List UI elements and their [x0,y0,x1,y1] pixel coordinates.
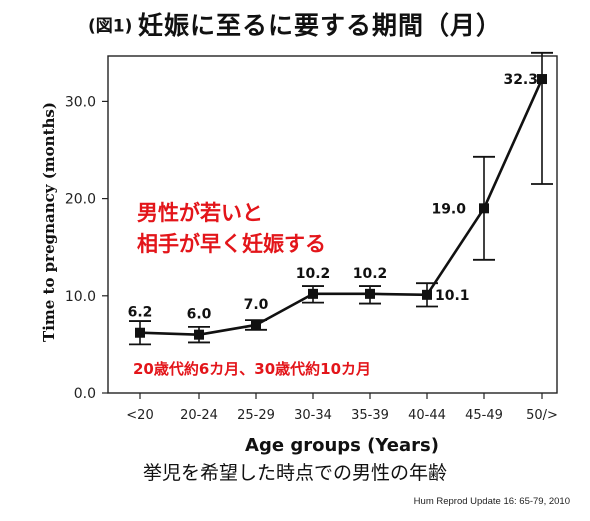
x-tick-label: 50/> [526,408,558,423]
annotation-text: 男性が若いと [137,201,263,225]
data-label: 32.3 [503,72,538,88]
data-point [422,289,432,300]
figure-number: (図1) [88,16,133,37]
data-point [251,319,261,330]
data-point [365,288,375,299]
x-tick-label: 35-39 [351,408,389,423]
data-label: 19.0 [431,201,466,217]
data-point [537,74,547,85]
x-axis-title: Age groups (Years) [245,435,439,456]
data-point [135,327,145,338]
data-label: 6.2 [128,305,153,321]
annotation-text: 相手が早く妊娠する [137,232,326,256]
citation: Hum Reprod Update 16: 65-79, 2010 [413,496,570,507]
data-label: 6.0 [187,307,212,323]
figure-title: (図1) 妊娠に至るに要する期間（月） [0,6,590,42]
title-text: 妊娠に至るに要する期間（月） [137,11,502,40]
x-tick-label: 40-44 [408,408,446,423]
series-line [139,78,544,336]
x-tick-label: 45-49 [465,408,503,423]
y-tick-label: 30.0 [65,94,96,110]
data-point [479,203,489,214]
x-tick-label: 30-34 [294,408,332,423]
data-label: 7.0 [244,297,269,313]
y-tick-label: 10.0 [65,289,96,305]
y-tick-label: 0.0 [74,386,96,402]
data-point [194,329,204,340]
x-tick-label: 25-29 [237,408,275,423]
x-tick-label: 20-24 [180,408,218,423]
plot-frame [107,55,558,394]
annotation-text: 20歳代約6カ月、30歳代約10カ月 [133,360,371,378]
data-label: 10.1 [435,288,470,304]
data-label: 10.2 [296,266,331,282]
y-tick-label: 20.0 [65,192,96,208]
x-tick-label: <20 [126,408,153,423]
y-axis-title: Time to pregnancy (months) [40,102,58,342]
x-axis-japanese-label: 挙児を希望した時点での男性の年齢 [142,462,447,484]
data-label: 10.2 [353,266,388,282]
data-point [308,288,318,299]
